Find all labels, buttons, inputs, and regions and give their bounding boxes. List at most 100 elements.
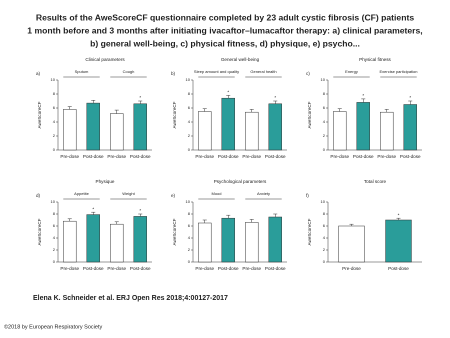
- x-tick-label: Post-dose: [130, 266, 151, 271]
- bar: [380, 111, 394, 151]
- copyright: ©2018 by European Respiratory Society: [4, 323, 102, 330]
- y-tick-label: 8: [53, 91, 56, 96]
- bar: [110, 113, 124, 151]
- panel-label: c): [306, 71, 310, 76]
- y-axis-label: AweScoreCF: [172, 218, 177, 245]
- x-tick-label: Pre-dose: [342, 266, 361, 271]
- significance-mark: *: [227, 90, 229, 95]
- panel-title: Clinical parameters: [85, 57, 125, 62]
- y-axis-label: AweScoreCF: [37, 101, 42, 128]
- y-tick-label: 8: [323, 211, 326, 216]
- bar: [198, 222, 212, 263]
- significance-mark: *: [139, 208, 141, 213]
- panel-label: b): [171, 71, 176, 76]
- x-tick-label: Post-dose: [265, 154, 286, 159]
- y-tick-label: 2: [188, 133, 191, 138]
- x-tick-label: Post-dose: [83, 154, 104, 159]
- bar: [133, 103, 147, 151]
- y-tick-label: 10: [321, 77, 326, 82]
- x-tick-label: Pre-dose: [60, 266, 79, 271]
- y-axis-label: AweScoreCF: [307, 218, 312, 245]
- y-tick-label: 10: [186, 77, 191, 82]
- y-tick-label: 10: [186, 199, 191, 204]
- bar: [63, 109, 77, 151]
- group-label: Anxiety: [257, 191, 270, 196]
- x-tick-label: Pre-dose: [377, 154, 396, 159]
- y-tick-label: 0: [323, 147, 326, 152]
- bar: [268, 103, 282, 151]
- bar: [86, 102, 100, 151]
- y-tick-label: 2: [53, 247, 56, 252]
- x-tick-label: Post-dose: [265, 266, 286, 271]
- significance-mark: *: [362, 93, 364, 98]
- bar: [133, 216, 147, 263]
- y-tick-label: 4: [188, 235, 191, 240]
- panel-title: Total score: [364, 179, 387, 184]
- y-tick-label: 0: [188, 147, 191, 152]
- y-tick-label: 0: [188, 259, 191, 264]
- y-tick-label: 0: [323, 259, 326, 264]
- x-tick-label: Post-dose: [388, 266, 409, 271]
- y-tick-label: 2: [323, 133, 326, 138]
- panel-label: f): [306, 193, 309, 198]
- x-tick-label: Pre-dose: [242, 266, 261, 271]
- y-tick-label: 2: [53, 133, 56, 138]
- y-tick-label: 0: [53, 147, 56, 152]
- figure-title: b) general well-being, c) physical fitne…: [90, 38, 360, 48]
- y-tick-label: 0: [53, 259, 56, 264]
- group-label: Weight: [122, 191, 135, 196]
- bar: [333, 111, 347, 151]
- bar: [268, 216, 282, 263]
- y-tick-label: 6: [323, 105, 326, 110]
- x-tick-label: Post-dose: [218, 266, 239, 271]
- bar: [198, 111, 212, 151]
- bar: [385, 219, 412, 263]
- y-tick-label: 6: [53, 105, 56, 110]
- bar: [245, 111, 259, 151]
- panel-title: Physical fitness: [359, 57, 391, 62]
- group-label: Sputum: [75, 69, 89, 74]
- y-tick-label: 2: [188, 247, 191, 252]
- y-tick-label: 2: [323, 247, 326, 252]
- significance-mark: *: [409, 95, 411, 100]
- bar: [86, 214, 100, 263]
- x-tick-label: Post-dose: [400, 154, 421, 159]
- panel-label: a): [36, 71, 41, 76]
- y-tick-label: 6: [323, 223, 326, 228]
- y-tick-label: 6: [53, 223, 56, 228]
- citation: Elena K. Schneider et al. ERJ Open Res 2…: [33, 295, 228, 302]
- x-tick-label: Pre-dose: [195, 154, 214, 159]
- y-axis-label: AweScoreCF: [307, 101, 312, 128]
- significance-mark: *: [92, 206, 94, 211]
- x-tick-label: Pre-dose: [107, 154, 126, 159]
- y-tick-label: 8: [323, 91, 326, 96]
- x-tick-label: Pre-dose: [107, 266, 126, 271]
- y-tick-label: 4: [188, 119, 191, 124]
- x-tick-label: Pre-dose: [330, 154, 349, 159]
- bar: [221, 97, 235, 151]
- significance-mark: *: [274, 95, 276, 100]
- panel-label: d): [36, 193, 41, 198]
- y-tick-label: 8: [53, 211, 56, 216]
- y-tick-label: 10: [321, 199, 326, 204]
- x-tick-label: Post-dose: [218, 154, 239, 159]
- group-label: Cough: [123, 69, 135, 74]
- x-tick-label: Pre-dose: [60, 154, 79, 159]
- figure-title: 1 month before and 3 months after initia…: [27, 25, 422, 35]
- panel-label: e): [171, 193, 176, 198]
- y-tick-label: 6: [188, 223, 191, 228]
- bar: [338, 225, 365, 263]
- y-tick-label: 10: [51, 199, 56, 204]
- bar: [245, 222, 259, 263]
- panel-title: Physique: [96, 179, 115, 184]
- x-tick-label: Post-dose: [83, 266, 104, 271]
- significance-mark: *: [398, 212, 400, 217]
- y-tick-label: 4: [323, 119, 326, 124]
- y-tick-label: 6: [188, 105, 191, 110]
- x-tick-label: Pre-dose: [242, 154, 261, 159]
- y-tick-label: 8: [188, 211, 191, 216]
- x-tick-label: Post-dose: [353, 154, 374, 159]
- panel-title: Psychological parameters: [214, 179, 267, 184]
- panel-title: General well-being: [221, 57, 260, 62]
